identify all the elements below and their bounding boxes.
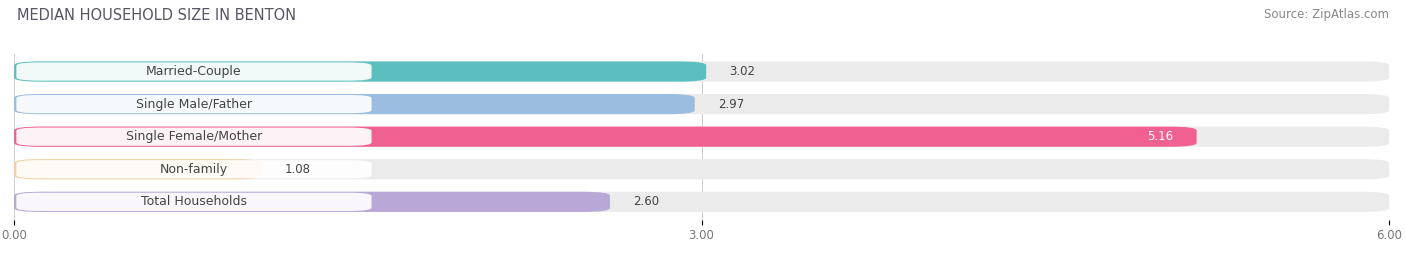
Text: Married-Couple: Married-Couple	[146, 65, 242, 78]
Text: Non-family: Non-family	[160, 163, 228, 176]
FancyBboxPatch shape	[17, 160, 371, 178]
FancyBboxPatch shape	[17, 95, 371, 113]
FancyBboxPatch shape	[14, 192, 1389, 212]
FancyBboxPatch shape	[14, 61, 706, 82]
Text: Single Male/Father: Single Male/Father	[136, 98, 252, 111]
FancyBboxPatch shape	[14, 94, 695, 114]
FancyBboxPatch shape	[14, 94, 1389, 114]
Text: Source: ZipAtlas.com: Source: ZipAtlas.com	[1264, 8, 1389, 21]
FancyBboxPatch shape	[14, 61, 1389, 82]
Text: 2.60: 2.60	[633, 195, 659, 208]
Text: MEDIAN HOUSEHOLD SIZE IN BENTON: MEDIAN HOUSEHOLD SIZE IN BENTON	[17, 8, 297, 23]
Text: 1.08: 1.08	[284, 163, 311, 176]
FancyBboxPatch shape	[14, 159, 1389, 179]
FancyBboxPatch shape	[17, 193, 371, 211]
FancyBboxPatch shape	[14, 159, 262, 179]
Text: Total Households: Total Households	[141, 195, 247, 208]
FancyBboxPatch shape	[14, 126, 1389, 147]
FancyBboxPatch shape	[14, 126, 1197, 147]
Text: Single Female/Mother: Single Female/Mother	[127, 130, 262, 143]
Text: 5.16: 5.16	[1147, 130, 1174, 143]
FancyBboxPatch shape	[14, 192, 610, 212]
FancyBboxPatch shape	[17, 128, 371, 146]
FancyBboxPatch shape	[17, 62, 371, 81]
Text: 2.97: 2.97	[717, 98, 744, 111]
Text: 3.02: 3.02	[730, 65, 755, 78]
